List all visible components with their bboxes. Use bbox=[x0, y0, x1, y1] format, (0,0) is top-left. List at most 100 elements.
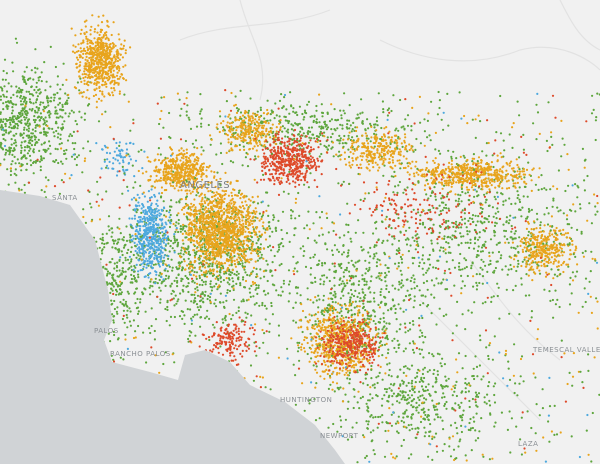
dot bbox=[352, 275, 355, 278]
dot bbox=[474, 214, 477, 217]
dot bbox=[261, 301, 264, 305]
dot bbox=[415, 409, 418, 412]
dot bbox=[581, 251, 584, 254]
dot bbox=[127, 292, 130, 295]
dot bbox=[219, 280, 223, 283]
dot bbox=[43, 190, 46, 193]
dot bbox=[113, 64, 116, 67]
dot bbox=[556, 298, 559, 301]
dot bbox=[493, 393, 496, 397]
dot bbox=[385, 287, 388, 291]
dot bbox=[453, 386, 456, 390]
dot bbox=[393, 237, 396, 240]
dot bbox=[36, 111, 39, 114]
dot bbox=[232, 287, 235, 290]
dot bbox=[269, 227, 272, 230]
dot bbox=[82, 49, 85, 52]
dot bbox=[357, 116, 360, 119]
dot bbox=[369, 140, 372, 143]
dot bbox=[278, 99, 282, 102]
dot bbox=[167, 257, 170, 260]
dot bbox=[259, 277, 262, 280]
dot bbox=[180, 279, 183, 283]
dot bbox=[42, 128, 45, 131]
dot bbox=[191, 231, 194, 234]
dot bbox=[108, 229, 111, 232]
dot bbox=[471, 214, 475, 217]
dot bbox=[361, 274, 364, 277]
dot bbox=[203, 256, 206, 259]
dot bbox=[280, 242, 283, 245]
dot bbox=[396, 400, 399, 403]
dot bbox=[419, 420, 423, 424]
dot bbox=[221, 243, 224, 246]
dot bbox=[385, 274, 388, 277]
dot bbox=[92, 62, 95, 65]
dot bbox=[472, 247, 476, 250]
dot bbox=[373, 453, 376, 456]
dot bbox=[91, 76, 94, 79]
dot bbox=[390, 109, 393, 113]
dot bbox=[574, 210, 577, 213]
dot bbox=[484, 240, 487, 243]
dot bbox=[168, 135, 171, 139]
dot bbox=[475, 224, 478, 227]
dot bbox=[485, 217, 488, 220]
dot bbox=[363, 197, 366, 200]
dot bbox=[338, 134, 341, 137]
dot bbox=[372, 416, 375, 419]
dot bbox=[89, 77, 92, 80]
dot bbox=[320, 152, 323, 156]
dot bbox=[296, 350, 300, 353]
dot bbox=[381, 378, 384, 381]
dot bbox=[239, 197, 242, 200]
dot bbox=[166, 270, 169, 273]
dot bbox=[30, 164, 33, 167]
dot bbox=[255, 302, 258, 305]
dot bbox=[54, 112, 58, 115]
dot bbox=[172, 222, 175, 226]
dot bbox=[361, 278, 364, 281]
dot bbox=[346, 123, 349, 126]
dot bbox=[384, 304, 387, 307]
dot bbox=[543, 187, 546, 190]
dot bbox=[400, 279, 403, 282]
dot bbox=[487, 385, 490, 388]
dot bbox=[368, 266, 371, 269]
dot bbox=[463, 217, 466, 220]
dot bbox=[238, 143, 241, 147]
dot bbox=[104, 52, 107, 55]
dot bbox=[465, 226, 468, 229]
dot bbox=[184, 236, 187, 239]
dot bbox=[338, 311, 341, 314]
dot bbox=[105, 274, 109, 277]
dot bbox=[179, 230, 182, 233]
dot bbox=[421, 258, 424, 261]
dot bbox=[414, 381, 417, 384]
dot bbox=[92, 46, 95, 50]
dot bbox=[579, 207, 582, 210]
dot bbox=[189, 227, 192, 230]
dot bbox=[506, 238, 509, 241]
dot bbox=[355, 135, 359, 138]
dot bbox=[411, 399, 414, 402]
dot bbox=[23, 116, 26, 119]
dot bbox=[286, 135, 289, 139]
dot bbox=[44, 116, 47, 119]
dot bbox=[262, 270, 265, 273]
dot bbox=[109, 71, 113, 74]
dot bbox=[349, 237, 352, 240]
dot bbox=[177, 230, 180, 234]
dot bbox=[20, 141, 23, 144]
dot bbox=[149, 280, 152, 283]
dot bbox=[508, 197, 511, 200]
dot bbox=[34, 138, 37, 141]
dot bbox=[350, 240, 353, 243]
dot bbox=[21, 103, 24, 106]
dot bbox=[487, 204, 490, 207]
dot bbox=[278, 264, 281, 267]
dot bbox=[392, 305, 395, 308]
dot bbox=[433, 296, 436, 299]
dot bbox=[33, 88, 36, 92]
dot bbox=[418, 390, 421, 393]
